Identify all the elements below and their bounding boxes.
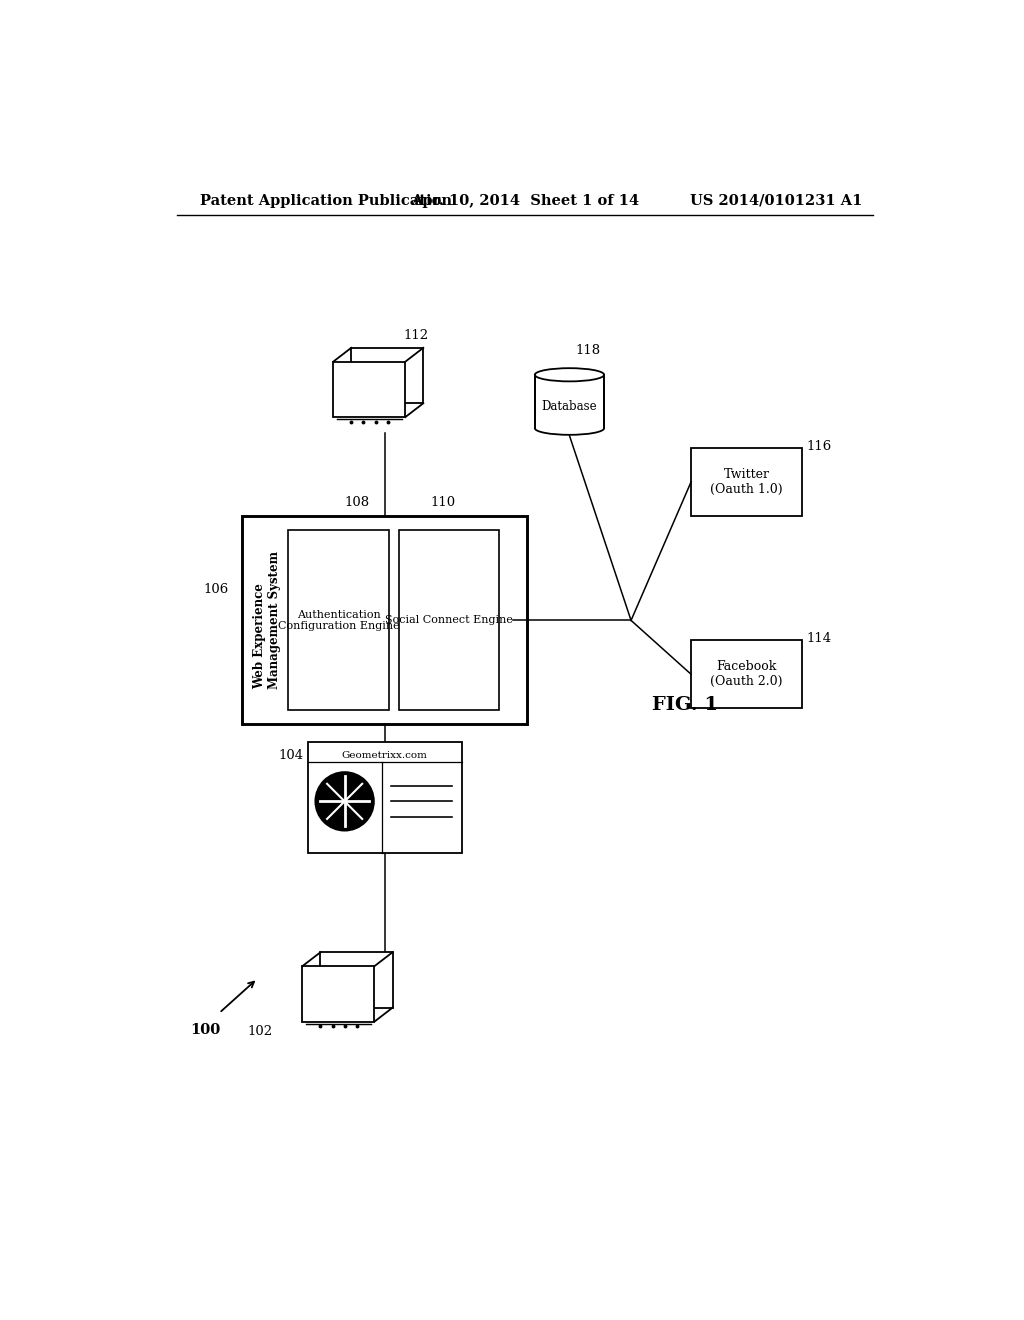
Bar xyxy=(535,375,604,428)
Bar xyxy=(398,531,500,710)
Text: Apr. 10, 2014  Sheet 1 of 14: Apr. 10, 2014 Sheet 1 of 14 xyxy=(411,194,639,207)
Text: 108: 108 xyxy=(345,496,370,508)
Text: Database: Database xyxy=(542,400,597,413)
Text: 102: 102 xyxy=(248,1024,273,1038)
Bar xyxy=(307,742,462,853)
Bar xyxy=(243,516,527,725)
Text: Patent Application Publication: Patent Application Publication xyxy=(200,194,452,207)
Bar xyxy=(691,447,803,516)
Polygon shape xyxy=(302,966,375,1022)
Bar xyxy=(289,531,389,710)
Ellipse shape xyxy=(535,368,604,381)
Text: Geometrixx.com: Geometrixx.com xyxy=(342,751,428,760)
Text: FIG. 1: FIG. 1 xyxy=(652,696,718,714)
Text: 104: 104 xyxy=(279,748,304,762)
Text: Authentication
Configuration Engine: Authentication Configuration Engine xyxy=(279,610,399,631)
Text: 118: 118 xyxy=(575,345,601,358)
Text: Twitter
(Oauth 1.0): Twitter (Oauth 1.0) xyxy=(711,467,783,496)
Text: 100: 100 xyxy=(190,1023,220,1038)
Bar xyxy=(691,640,803,708)
Polygon shape xyxy=(333,362,406,417)
Ellipse shape xyxy=(535,421,604,434)
Text: 112: 112 xyxy=(403,329,429,342)
Circle shape xyxy=(315,772,374,830)
Text: 114: 114 xyxy=(807,632,831,645)
Text: US 2014/0101231 A1: US 2014/0101231 A1 xyxy=(690,194,862,207)
Text: Facebook
(Oauth 2.0): Facebook (Oauth 2.0) xyxy=(711,660,782,688)
Text: Web Experience
Management System: Web Experience Management System xyxy=(253,552,281,689)
Text: 110: 110 xyxy=(431,496,456,508)
Text: 106: 106 xyxy=(204,583,229,597)
Text: Social Connect Engine: Social Connect Engine xyxy=(385,615,513,626)
Text: 116: 116 xyxy=(807,440,831,453)
